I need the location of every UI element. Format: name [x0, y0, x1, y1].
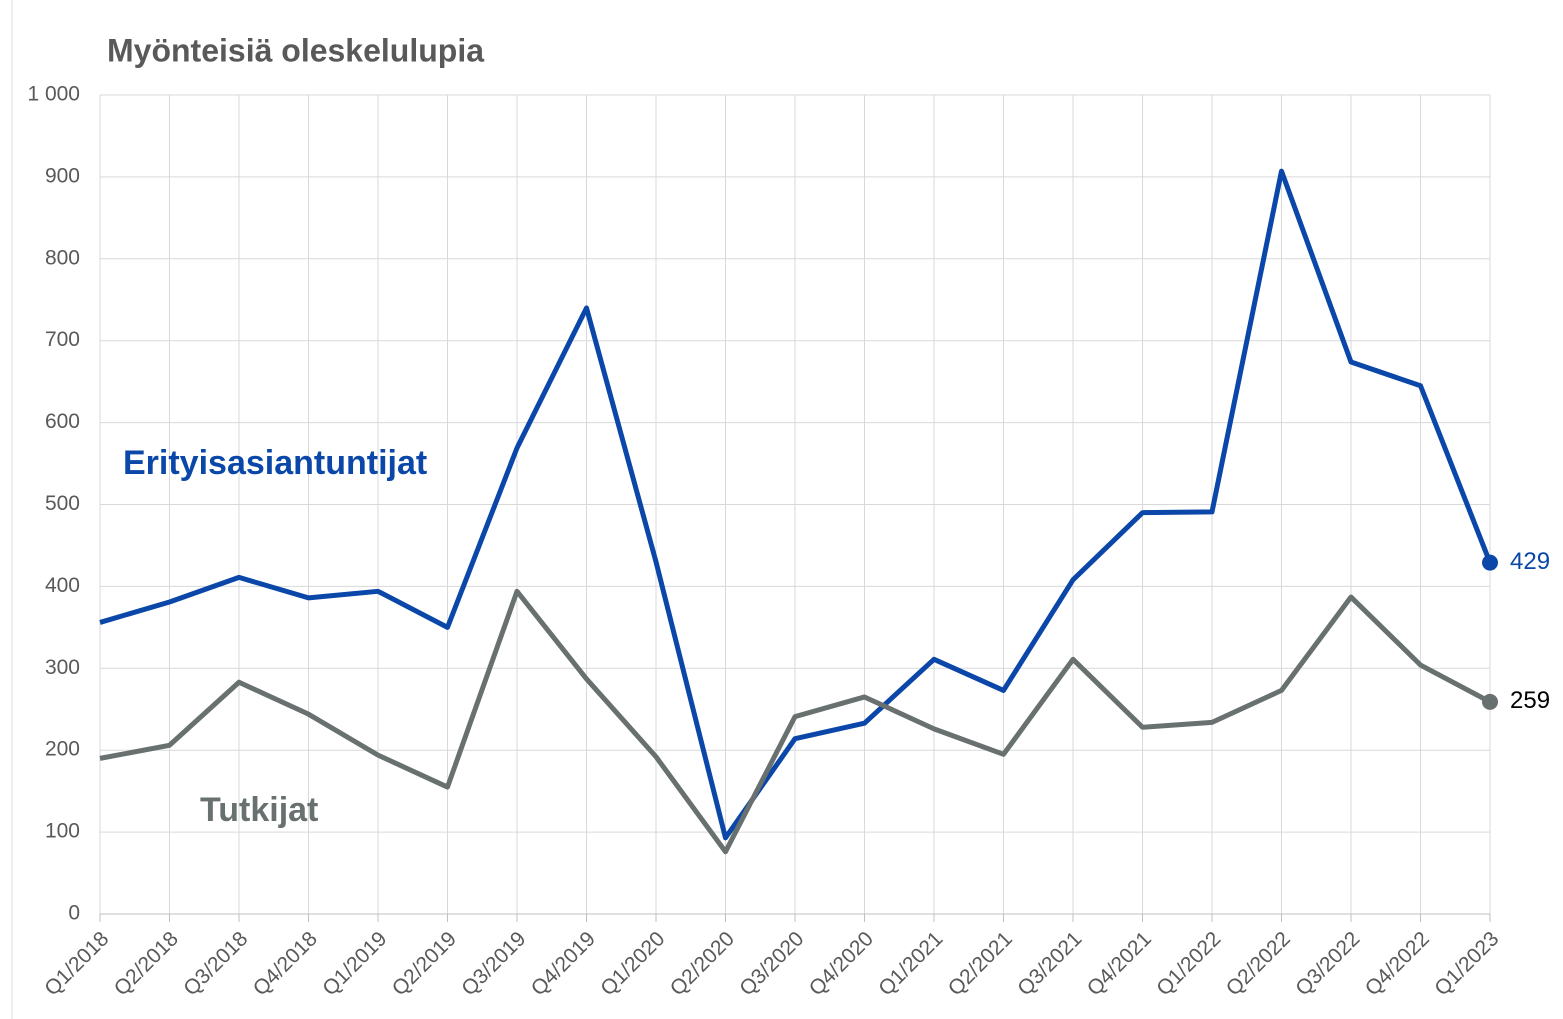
x-tick-label: Q1/2022 — [1152, 927, 1225, 1000]
x-tick-label: Q4/2021 — [1083, 927, 1156, 1000]
y-tick-label: 200 — [45, 738, 80, 761]
x-tick-label: Q1/2018 — [40, 927, 113, 1000]
x-tick-label: Q2/2020 — [666, 927, 739, 1000]
series-label: Tutkijat — [200, 791, 318, 829]
series-line — [99, 168, 1493, 841]
x-tick-label: Q1/2023 — [1430, 927, 1503, 1000]
x-tick-label: Q1/2021 — [874, 927, 947, 1000]
x-tick-label: Q2/2018 — [110, 927, 183, 1000]
x-tick-label: Q2/2021 — [944, 927, 1017, 1000]
x-tick-label: Q3/2018 — [179, 927, 252, 1000]
x-tick-label: Q3/2021 — [1013, 927, 1086, 1000]
x-tick-label: Q2/2019 — [388, 927, 461, 1000]
y-tick-label: 600 — [45, 410, 80, 433]
y-tick-label: 100 — [45, 820, 80, 843]
series-line — [99, 588, 1492, 855]
x-tick-label: Q3/2019 — [457, 927, 530, 1000]
y-tick-label: 800 — [45, 246, 80, 269]
y-tick-label: 0 — [68, 902, 80, 925]
chart-title: Myönteisiä oleskelulupia — [107, 32, 484, 68]
x-tick-label: Q4/2018 — [249, 927, 322, 1000]
end-label: 259 — [1510, 687, 1550, 714]
y-tick-label: 500 — [45, 492, 80, 515]
end-point — [1482, 554, 1498, 571]
end-label: 429 — [1510, 548, 1550, 575]
y-tick-label: 900 — [45, 164, 80, 187]
y-tick-label: 300 — [45, 656, 80, 679]
y-tick-label: 400 — [45, 574, 80, 597]
x-tick-label: Q4/2020 — [805, 927, 878, 1000]
x-tick-label: Q1/2019 — [318, 927, 391, 1000]
x-tick-label: Q4/2022 — [1361, 927, 1434, 1000]
x-tick-label: Q2/2022 — [1222, 927, 1295, 1000]
x-tick-label: Q3/2020 — [735, 927, 808, 1000]
series-label: Erityisasiantuntijat — [123, 444, 427, 482]
x-tick-label: Q4/2019 — [527, 927, 600, 1000]
y-tick-label: 700 — [45, 328, 80, 351]
y-tick-label: 1 000 — [27, 83, 80, 106]
x-tick-label: Q1/2020 — [596, 927, 669, 1000]
x-tick-label: Q3/2022 — [1291, 927, 1364, 1000]
end-point — [1482, 693, 1498, 710]
